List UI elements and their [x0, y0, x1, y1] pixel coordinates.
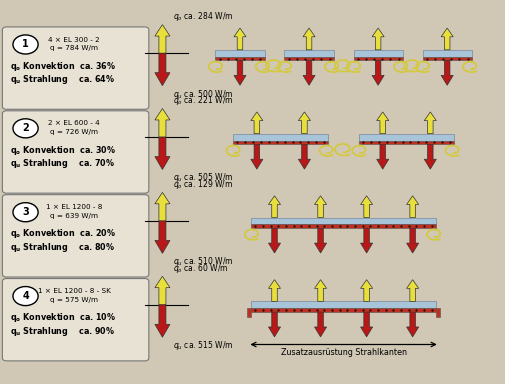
FancyArrow shape [155, 305, 170, 337]
FancyArrow shape [423, 144, 435, 169]
FancyArrow shape [155, 109, 170, 137]
FancyArrow shape [371, 28, 383, 50]
Bar [233, 141, 328, 144]
Bar [358, 134, 453, 141]
Text: q = 575 W/m: q = 575 W/m [50, 297, 98, 303]
FancyArrow shape [155, 25, 170, 53]
Bar [284, 50, 333, 57]
FancyArrow shape [298, 112, 310, 134]
Bar [247, 308, 251, 317]
Text: $q_u$ ca. 505 W/m: $q_u$ ca. 505 W/m [173, 171, 233, 184]
FancyArrow shape [302, 60, 315, 85]
Text: 4 × EL 300 - 2: 4 × EL 300 - 2 [48, 36, 100, 43]
Text: $q_u$ ca. 500 W/m: $q_u$ ca. 500 W/m [173, 88, 233, 101]
Bar [284, 57, 333, 60]
Text: $\mathbf{q_u}$ Strahlung    ca. 70%: $\mathbf{q_u}$ Strahlung ca. 70% [11, 157, 116, 170]
Bar [215, 57, 264, 60]
Text: $q_o$ ca. 221 W/m: $q_o$ ca. 221 W/m [173, 94, 233, 108]
Text: q = 726 W/m: q = 726 W/m [50, 129, 98, 135]
Text: $q_o$ ca. 129 W/m: $q_o$ ca. 129 W/m [173, 178, 233, 191]
Text: $\mathbf{q_o}$ Konvektion  ca. 20%: $\mathbf{q_o}$ Konvektion ca. 20% [11, 227, 117, 240]
Text: $\mathbf{q_u}$ Strahlung    ca. 80%: $\mathbf{q_u}$ Strahlung ca. 80% [11, 241, 116, 254]
FancyArrow shape [371, 60, 383, 85]
Text: q = 784 W/m: q = 784 W/m [50, 45, 98, 51]
FancyArrow shape [233, 28, 245, 50]
Bar [251, 301, 435, 308]
Circle shape [13, 286, 38, 306]
FancyArrow shape [314, 228, 326, 253]
Text: 1: 1 [22, 40, 29, 50]
FancyArrow shape [440, 60, 452, 85]
FancyArrow shape [155, 221, 170, 253]
FancyArrow shape [423, 112, 435, 134]
FancyArrow shape [268, 280, 280, 301]
Text: $q_u$ ca. 515 W/m: $q_u$ ca. 515 W/m [173, 339, 233, 352]
FancyArrow shape [406, 196, 418, 218]
Bar [215, 50, 264, 57]
FancyArrow shape [250, 144, 263, 169]
Text: $\mathbf{q_u}$ Strahlung    ca. 90%: $\mathbf{q_u}$ Strahlung ca. 90% [11, 324, 116, 338]
Text: 3: 3 [22, 207, 29, 217]
Bar [353, 50, 402, 57]
FancyArrow shape [406, 228, 418, 253]
Circle shape [13, 203, 38, 222]
Bar [251, 218, 435, 224]
FancyArrow shape [406, 280, 418, 301]
FancyArrow shape [406, 312, 418, 337]
Bar [353, 57, 402, 60]
Bar [435, 308, 439, 317]
Text: $\mathbf{q_o}$ Konvektion  ca. 30%: $\mathbf{q_o}$ Konvektion ca. 30% [11, 144, 117, 157]
FancyArrow shape [268, 228, 280, 253]
FancyArrow shape [155, 192, 170, 221]
FancyArrow shape [376, 144, 388, 169]
FancyArrow shape [155, 53, 170, 86]
Bar [358, 141, 453, 144]
Text: Zusatzausrüstung Strahlkanten: Zusatzausrüstung Strahlkanten [280, 348, 406, 356]
Circle shape [13, 119, 38, 138]
FancyArrow shape [440, 28, 452, 50]
FancyBboxPatch shape [3, 111, 148, 193]
FancyArrow shape [233, 60, 245, 85]
FancyArrow shape [268, 312, 280, 337]
FancyArrow shape [314, 196, 326, 218]
FancyArrow shape [155, 137, 170, 169]
Text: 2: 2 [22, 123, 29, 133]
Circle shape [13, 35, 38, 54]
FancyArrow shape [360, 196, 372, 218]
FancyArrow shape [298, 144, 310, 169]
Text: 1 × EL 1200 - 8 - SK: 1 × EL 1200 - 8 - SK [38, 288, 111, 294]
Text: $q_o$ ca. 60 W/m: $q_o$ ca. 60 W/m [173, 262, 229, 275]
FancyArrow shape [314, 280, 326, 301]
FancyBboxPatch shape [3, 278, 148, 361]
FancyArrow shape [268, 196, 280, 218]
Bar [251, 224, 435, 228]
FancyArrow shape [302, 28, 315, 50]
Text: $q_o$ ca. 284 W/m: $q_o$ ca. 284 W/m [173, 10, 233, 23]
Text: $q_u$ ca. 510 W/m: $q_u$ ca. 510 W/m [173, 255, 233, 268]
Text: 4: 4 [22, 291, 29, 301]
Bar [422, 50, 471, 57]
FancyArrow shape [250, 112, 263, 134]
Bar [422, 57, 471, 60]
Text: $\mathbf{q_o}$ Konvektion  ca. 36%: $\mathbf{q_o}$ Konvektion ca. 36% [11, 60, 117, 73]
FancyArrow shape [376, 112, 388, 134]
FancyArrow shape [314, 312, 326, 337]
FancyArrow shape [155, 276, 170, 305]
FancyBboxPatch shape [3, 27, 148, 109]
Text: $\mathbf{q_u}$ Strahlung    ca. 64%: $\mathbf{q_u}$ Strahlung ca. 64% [11, 73, 116, 86]
Text: $\mathbf{q_o}$ Konvektion  ca. 10%: $\mathbf{q_o}$ Konvektion ca. 10% [11, 311, 117, 324]
FancyBboxPatch shape [3, 195, 148, 277]
Bar [233, 134, 328, 141]
Text: 2 × EL 600 - 4: 2 × EL 600 - 4 [48, 120, 100, 126]
FancyArrow shape [360, 312, 372, 337]
Text: 1 × EL 1200 - 8: 1 × EL 1200 - 8 [46, 204, 103, 210]
Text: q = 639 W/m: q = 639 W/m [50, 213, 98, 219]
FancyArrow shape [360, 228, 372, 253]
Bar [251, 308, 435, 312]
FancyArrow shape [360, 280, 372, 301]
